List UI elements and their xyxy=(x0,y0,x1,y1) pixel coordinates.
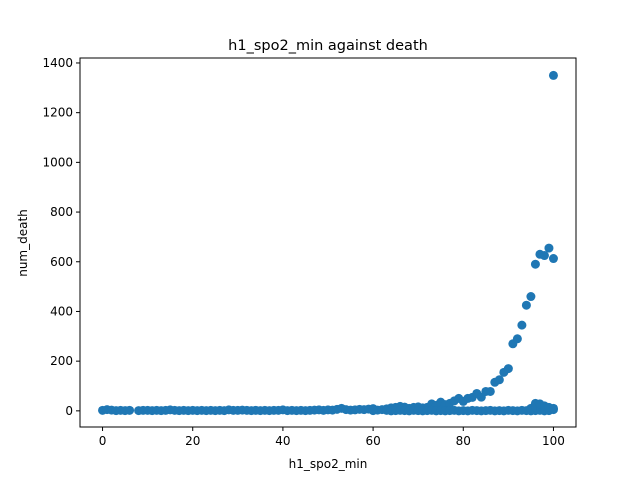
y-tick-label: 800 xyxy=(50,205,73,219)
data-point xyxy=(125,405,135,415)
data-point xyxy=(485,386,495,396)
x-tick-label: 0 xyxy=(99,434,107,448)
x-tick-label: 60 xyxy=(365,434,380,448)
data-point xyxy=(368,406,378,416)
x-tick-label: 100 xyxy=(542,434,565,448)
x-axis-label: h1_spo2_min xyxy=(289,457,368,471)
y-tick-label: 400 xyxy=(50,304,73,318)
y-tick-label: 0 xyxy=(65,404,73,418)
data-point xyxy=(544,243,554,253)
y-tick-label: 200 xyxy=(50,354,73,368)
data-point xyxy=(548,403,558,413)
data-point xyxy=(517,320,527,330)
data-point xyxy=(526,292,536,302)
data-points xyxy=(98,70,558,416)
plot-frame xyxy=(79,57,577,428)
y-tick-label: 1000 xyxy=(42,155,73,169)
data-point xyxy=(530,259,540,269)
x-tick-label: 80 xyxy=(456,434,471,448)
data-point xyxy=(539,251,549,261)
y-tick-label: 1200 xyxy=(42,106,73,120)
chart-title: h1_spo2_min against death xyxy=(228,38,428,54)
data-point xyxy=(494,375,504,385)
y-axis-label: num_death xyxy=(16,209,30,277)
x-tick-label: 40 xyxy=(275,434,290,448)
data-point xyxy=(512,334,522,344)
y-tick-label: 1400 xyxy=(42,56,73,70)
data-point xyxy=(548,70,558,80)
x-tick-label: 20 xyxy=(185,434,200,448)
data-point xyxy=(503,364,513,374)
data-point xyxy=(548,254,558,264)
y-tick-label: 600 xyxy=(50,255,73,269)
x-axis-ticks: 0 20 40 60 80 100 xyxy=(99,427,565,448)
data-point xyxy=(521,300,531,310)
y-axis-ticks: 0 200 400 600 800 1000 1200 1400 xyxy=(42,56,80,418)
